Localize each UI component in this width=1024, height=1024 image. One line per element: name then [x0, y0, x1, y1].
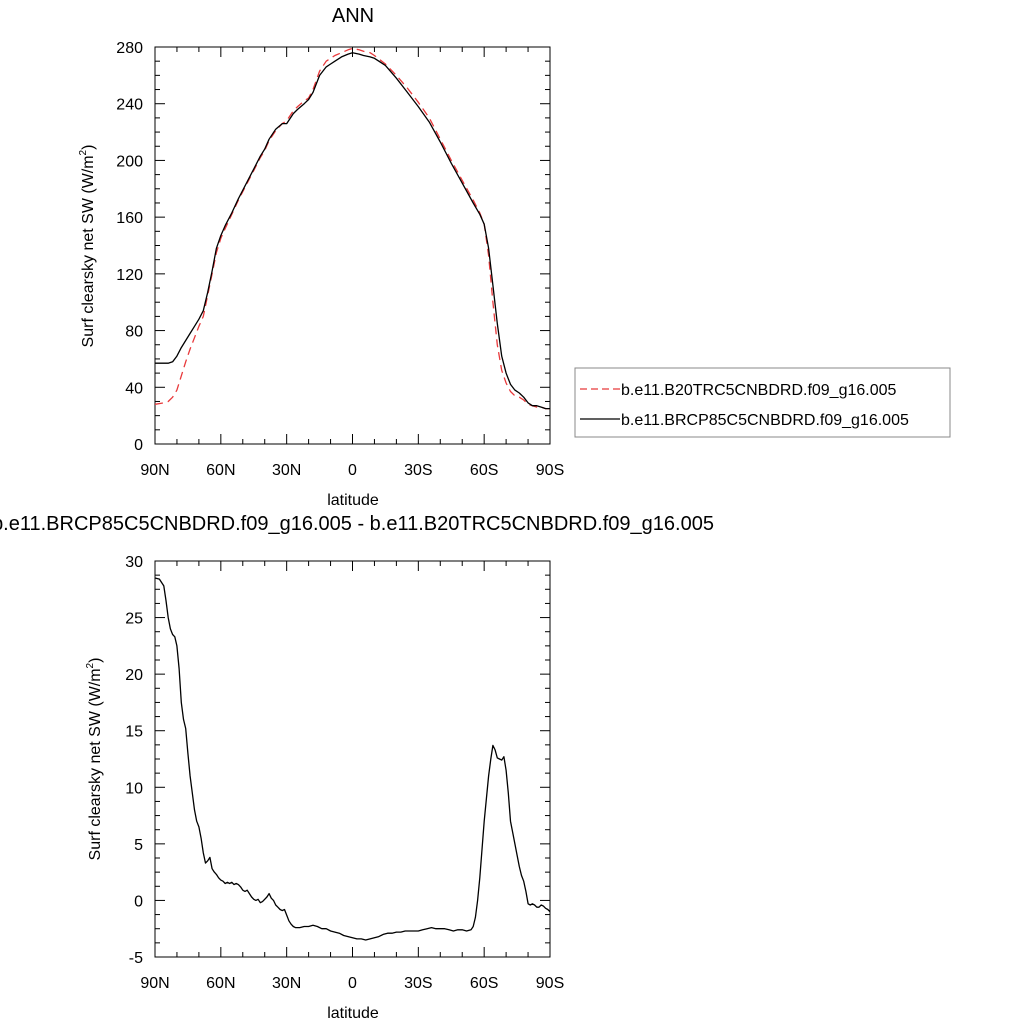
- bottom-ytick-label: 15: [125, 724, 143, 741]
- top-xtick-label: 90S: [536, 462, 564, 479]
- legend-label-brcp85: b.e11.BRCP85C5CNBDRD.f09_g16.005: [621, 412, 909, 429]
- top-ytick-label: 160: [116, 210, 143, 227]
- bottom-ytick-labels: -5 0 5 10 15 20 25 30: [125, 554, 143, 967]
- top-ylabel: Surf clearsky net SW (W/m2): [78, 145, 97, 348]
- top-ytick-label: 240: [116, 97, 143, 114]
- top-ytick-label: 80: [125, 324, 143, 341]
- bottom-ytick-label: 10: [125, 780, 143, 797]
- bottom-series-line-1: [154, 577, 551, 941]
- top-ytick-label: 200: [116, 153, 143, 170]
- bottom-ytick-label: 30: [125, 554, 143, 571]
- bottom-title: b.e11.BRCP85C5CNBDRD.f09_g16.005 - b.e11…: [0, 513, 714, 535]
- top-xtick-labels: 90N 60N 30N 0 30S 60S 90S: [140, 462, 564, 479]
- bottom-xtick-label: 90N: [140, 975, 169, 992]
- bottom-ylabel-close: ): [87, 658, 104, 663]
- bottom-ytick-label: 5: [134, 837, 143, 854]
- top-xtick-label: 0: [348, 462, 357, 479]
- bottom-xtick-label: 30N: [272, 975, 301, 992]
- top-title: ANN: [332, 5, 374, 27]
- top-ylabel-sup: 2: [78, 149, 89, 155]
- top-xtick-label: 60N: [206, 462, 235, 479]
- top-series-line-2: [155, 52, 550, 410]
- top-panel: ANN 0 40 80 120 160 200 240 280 90N 60N 30N 0 30S 60…: [78, 5, 564, 509]
- top-ytick-label: 280: [116, 40, 143, 57]
- bottom-ytick-label: -5: [129, 950, 143, 967]
- bottom-ylabel-main: Surf clearsky net SW (W/m: [87, 668, 104, 860]
- top-xtick-label: 30N: [272, 462, 301, 479]
- bottom-ytick-label: 0: [134, 893, 143, 910]
- bottom-ylabel-sup: 2: [85, 662, 96, 668]
- bottom-xtick-label: 90S: [536, 975, 564, 992]
- bottom-xtick-labels: 90N 60N 30N 0 30S 60S 90S: [140, 975, 564, 992]
- bottom-xtick-label: 0: [348, 975, 357, 992]
- top-xlabel: latitude: [327, 492, 379, 509]
- bottom-panel: b.e11.BRCP85C5CNBDRD.f09_g16.005 - b.e11…: [0, 513, 714, 1022]
- top-ytick-label: 120: [116, 267, 143, 284]
- top-series: [154, 47, 550, 410]
- bottom-xtick-label: 60N: [206, 975, 235, 992]
- top-ytick-label: 40: [125, 380, 143, 397]
- bottom-xtick-label: 30S: [404, 975, 432, 992]
- bottom-ticks: [154, 560, 551, 958]
- bottom-ytick-label: 20: [125, 667, 143, 684]
- bottom-ylabel: Surf clearsky net SW (W/m2): [85, 658, 104, 861]
- bottom-xlabel: latitude: [327, 1005, 379, 1022]
- top-xtick-label: 30S: [404, 462, 432, 479]
- top-plot-frame: [154, 46, 551, 445]
- top-ytick-labels: 0 40 80 120 160 200 240 280: [116, 40, 143, 454]
- top-ticks: [154, 46, 551, 445]
- top-xtick-label: 90N: [140, 462, 169, 479]
- top-ytick-label: 0: [134, 437, 143, 454]
- bottom-series: [154, 577, 551, 941]
- legend-label-b20trc: b.e11.B20TRC5CNBDRD.f09_g16.005: [621, 382, 897, 399]
- top-ylabel-close: ): [80, 145, 97, 150]
- legend: b.e11.B20TRC5CNBDRD.f09_g16.005 b.e11.BR…: [574, 367, 951, 438]
- top-ylabel-main: Surf clearsky net SW (W/m: [80, 155, 97, 347]
- bottom-xtick-label: 60S: [470, 975, 498, 992]
- legend-box: [574, 367, 951, 438]
- bottom-ytick-label: 25: [125, 611, 143, 628]
- top-xtick-label: 60S: [470, 462, 498, 479]
- top-series-line-1: [154, 47, 550, 410]
